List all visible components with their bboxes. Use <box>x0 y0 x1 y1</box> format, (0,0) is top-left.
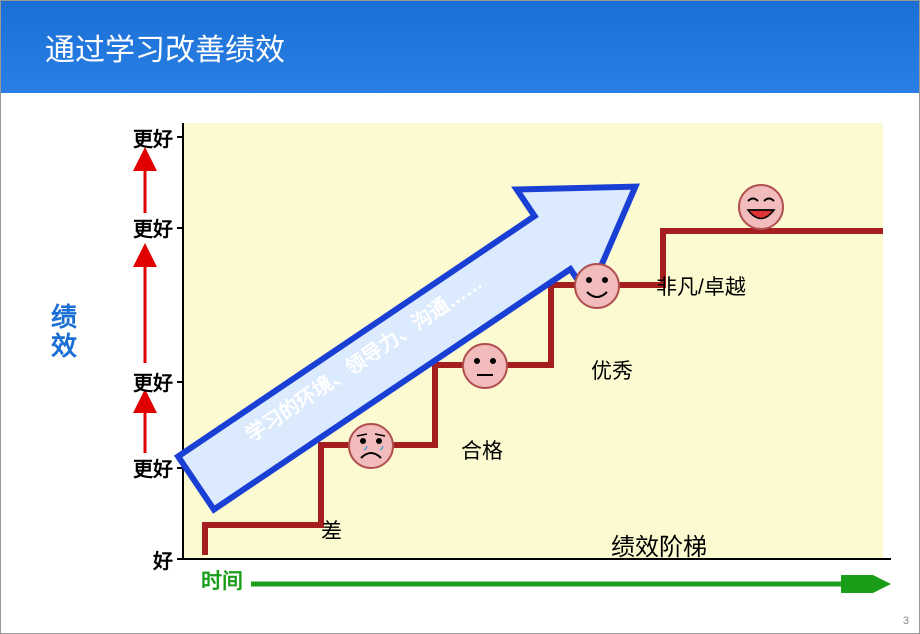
page-title: 通过学习改善绩效 <box>45 25 285 69</box>
ladder-label: 绩效阶梯 <box>611 527 707 562</box>
face-laugh-icon <box>737 183 785 231</box>
page-number: 3 <box>903 615 909 627</box>
title-bar: 通过学习改善绩效 <box>1 1 919 93</box>
chart: 好 更好 更好 更好 更好 绩效 时间 学习的环境、领导力、沟通…… 差 合格 … <box>61 123 881 593</box>
step-label-0: 差 <box>321 515 342 545</box>
face-neutral-icon <box>461 342 509 390</box>
step-label-1: 合格 <box>461 435 503 465</box>
face-smile-icon <box>573 262 621 310</box>
step-label-2: 优秀 <box>591 355 633 385</box>
face-sad-icon <box>347 422 395 470</box>
step-label-3: 非凡/卓越 <box>656 271 746 301</box>
